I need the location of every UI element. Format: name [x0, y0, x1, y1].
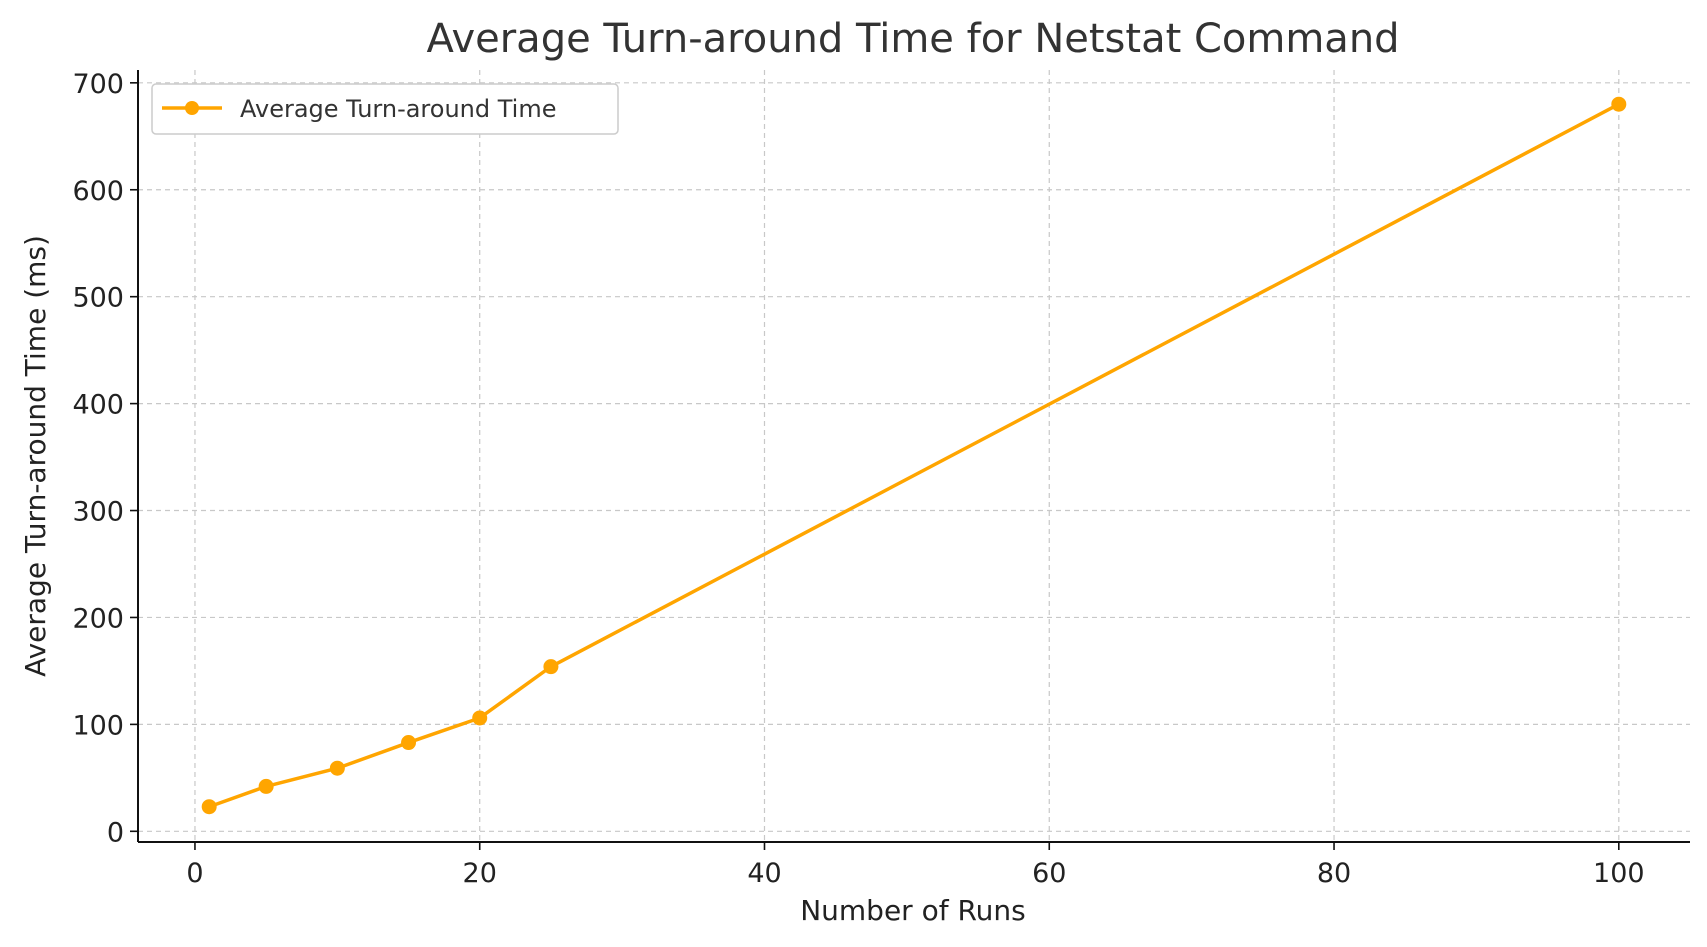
- legend-marker-swatch: [185, 101, 199, 115]
- y-tick-label: 100: [72, 710, 124, 741]
- data-point: [401, 735, 417, 751]
- y-tick-label: 700: [72, 69, 124, 100]
- x-tick-label: 100: [1593, 858, 1645, 889]
- x-tick-label: 60: [1032, 858, 1066, 889]
- series-line: [208, 102, 1620, 809]
- x-tick-label: 40: [747, 858, 781, 889]
- y-tick-label: 500: [72, 283, 124, 314]
- legend: Average Turn-around Time: [151, 83, 619, 135]
- x-tick-label: 0: [186, 858, 203, 889]
- legend-box: [151, 83, 619, 135]
- y-axis-label: Average Turn-around Time (ms): [19, 235, 52, 677]
- series-layer: [201, 96, 1627, 815]
- y-tick-label: 0: [107, 817, 124, 848]
- legend-label: Average Turn-around Time: [240, 95, 556, 123]
- chart-title: Average Turn-around Time for Netstat Com…: [426, 16, 1399, 62]
- data-point: [258, 778, 274, 794]
- x-axis-label: Number of Runs: [800, 894, 1026, 927]
- axes: [137, 70, 1690, 843]
- grid-lines: [138, 70, 1690, 842]
- data-point: [1611, 96, 1627, 112]
- y-tick-label: 300: [72, 497, 124, 528]
- x-tick-label: 20: [463, 858, 497, 889]
- y-tick-label: 600: [72, 176, 124, 207]
- data-point: [543, 659, 559, 675]
- y-tick-label: 400: [72, 390, 124, 421]
- data-point: [472, 710, 488, 726]
- data-point: [201, 799, 217, 815]
- y-tick-label: 200: [72, 603, 124, 634]
- ticks: 0 20 40 60 80 100 0 100 200 300 400 500 600 700: [72, 69, 1644, 889]
- x-tick-label: 80: [1317, 858, 1351, 889]
- data-point: [329, 760, 345, 776]
